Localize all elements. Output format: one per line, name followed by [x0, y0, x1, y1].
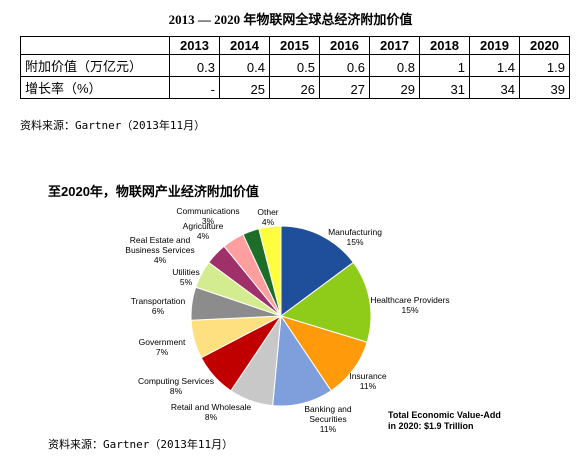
- table-source: 资料来源：Gartner（2013年11月）: [20, 119, 206, 132]
- slice-percent: 5%: [179, 276, 193, 287]
- slice-percent: 11%: [319, 423, 337, 434]
- slice-label: Banking and Securities 11%: [304, 404, 352, 434]
- value-cell: 39: [519, 76, 570, 99]
- slice-name: Agriculture: [182, 221, 224, 231]
- slice-percent: 8%: [204, 411, 218, 422]
- slice-label: Healthcare Providers 15%: [370, 295, 450, 316]
- pie-slice: [280, 225, 355, 317]
- pie-slice: [258, 225, 282, 317]
- slice-label: Insurance 11%: [349, 371, 387, 392]
- slice-percent: 4%: [153, 254, 167, 265]
- slice-name: Real Estate and Business Services: [125, 235, 195, 255]
- slice-percent: 8%: [169, 385, 183, 396]
- table-title: 2013 — 2020 年物联网全球总经济附加价值: [168, 12, 413, 27]
- slice-name: Healthcare Providers: [370, 295, 450, 305]
- slice-label: Agriculture 4%: [182, 221, 224, 242]
- slice-percent: 6%: [151, 305, 165, 316]
- slice-percent: 4%: [196, 230, 210, 241]
- value-cell: 0.5: [269, 54, 320, 77]
- table-row: 增长率（%） -25 26 27 29 31 34 39: [20, 76, 570, 99]
- value-cell: 1.4: [469, 54, 520, 77]
- data-table: 2013 2014 2015 2016 2017 2018 2019 2020 附加价值（万亿…: [20, 36, 570, 99]
- header-cell: 2016: [319, 36, 370, 55]
- slice-percent: 15%: [401, 304, 419, 315]
- pie-slice: [279, 261, 372, 343]
- slice-label: Computing Services 8%: [137, 376, 215, 397]
- slice-percent: 3%: [201, 215, 215, 226]
- annotation: Total Economic Value-Add in 2020: $1.9 T…: [388, 410, 501, 431]
- slice-label: Real Estate and Business Services 4%: [125, 235, 195, 265]
- header-cell: 2020: [519, 36, 570, 55]
- value-cell: 34: [469, 76, 520, 99]
- slice-label: Manufacturing 15%: [328, 227, 382, 248]
- slice-name: Transportation: [130, 296, 186, 306]
- row-label: 附加价值（万亿元）: [20, 54, 170, 77]
- header-row: 2013 2014 2015 2016 2017 2018 2019 2020: [20, 36, 570, 55]
- slice-percent: 11%: [359, 380, 377, 391]
- slice-name: Manufacturing: [328, 227, 382, 237]
- slice-label: Other 4%: [257, 207, 279, 228]
- slice-label: Retail and Wholesale 8%: [170, 402, 252, 423]
- slice-percent: 15%: [346, 236, 364, 247]
- slice-name: Computing Services: [137, 376, 215, 386]
- slice-percent: 7%: [155, 346, 169, 357]
- slice-label: Utilities 5%: [172, 267, 200, 288]
- value-cell: 26: [269, 76, 320, 99]
- table-row: 附加价值（万亿元） 0.3 0.4 0.5 0.6 0.8 1 1.4 1.9: [20, 54, 570, 77]
- slice-percent: 4%: [261, 216, 275, 227]
- slice-name: Retail and Wholesale: [170, 402, 252, 412]
- chart-source: 资料来源：Gartner（2013年11月）: [48, 438, 234, 451]
- value-cell: 1.9: [519, 54, 570, 77]
- slice-name: Communications: [176, 206, 240, 216]
- row-label: 增长率（%）: [20, 76, 170, 99]
- chart-title: 至2020年，物联网产业经济附加价值: [48, 184, 259, 199]
- slice-name: Banking and Securities: [304, 404, 352, 424]
- slice-name: Insurance: [349, 371, 387, 381]
- value-cell: 25: [219, 76, 270, 99]
- header-cell: 2017: [369, 36, 420, 55]
- slice-label: Transportation 6%: [130, 296, 186, 317]
- value-cell: 31: [419, 76, 470, 99]
- slice-name: Government: [138, 337, 186, 347]
- slice-label: Communications 3%: [176, 206, 240, 227]
- value-cell: 29: [369, 76, 420, 99]
- slice-label: Government 7%: [138, 337, 186, 358]
- slice-name: Utilities: [172, 267, 200, 277]
- slice-name: Other: [257, 207, 279, 217]
